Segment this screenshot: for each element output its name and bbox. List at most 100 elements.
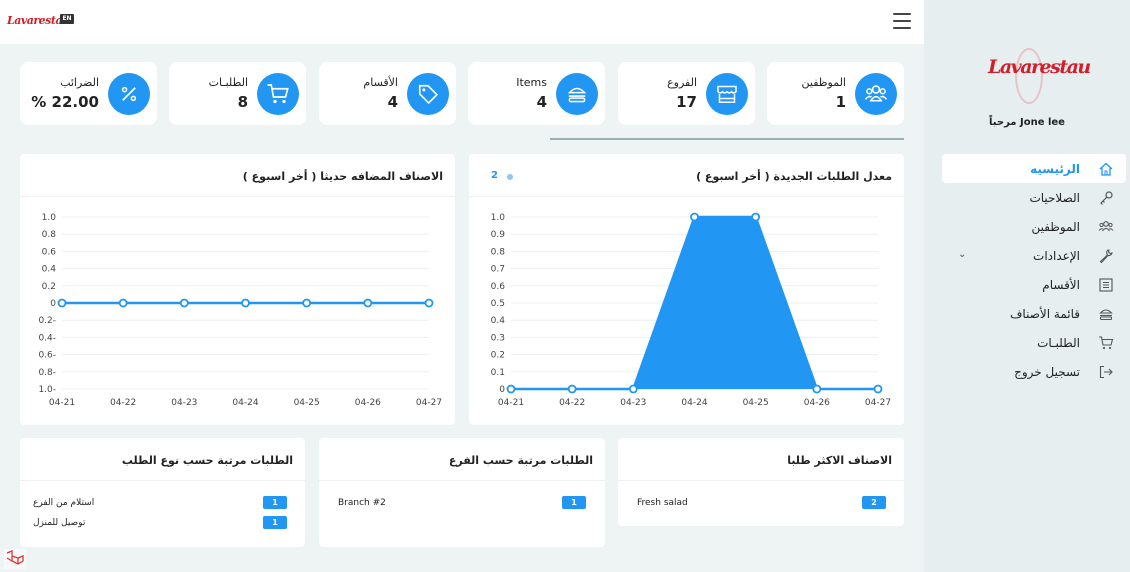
data-point[interactable]: [567, 384, 577, 394]
divider: [550, 138, 904, 140]
y-tick-label: 0: [499, 385, 505, 395]
y-tick-label: 0.7: [491, 265, 505, 275]
data-point[interactable]: [363, 298, 373, 308]
y-tick-label: 0: [50, 299, 56, 309]
data-point[interactable]: [302, 298, 312, 308]
y-tick-label: 0.4: [42, 265, 57, 275]
stat-value: 17: [676, 93, 697, 111]
language-switch[interactable]: EN: [60, 14, 74, 24]
sidebar-item-permissions[interactable]: الصلاحيات: [942, 183, 1126, 212]
data-point[interactable]: [812, 384, 822, 394]
sidebar-logo[interactable]: Lavarestau: [988, 44, 1091, 114]
order-type-name: استلام من الفرع: [33, 498, 95, 508]
data-point[interactable]: [751, 212, 761, 222]
stat-label: الفروع: [667, 76, 697, 89]
list-icon: [1099, 278, 1113, 292]
x-tick-label: 04-22: [559, 398, 585, 408]
list-title: الطلبات مرتبة حسب الفرع: [448, 454, 593, 467]
header-logo[interactable]: Lavarestau: [7, 14, 70, 27]
sidebar-item-employees[interactable]: الموظفين: [942, 212, 1126, 241]
y-tick-label: 0.2: [42, 282, 56, 292]
sidebar: Lavarestau مرحباً Jone lee الرئيسيه الصل…: [924, 0, 1130, 572]
stat-card-items: Items 4: [468, 62, 605, 125]
sidebar-item-menu-items[interactable]: قائمة الأصناف: [942, 299, 1126, 328]
x-tick-label: 04-21: [498, 398, 524, 408]
y-tick-label: 0.6: [42, 247, 57, 257]
items-chart: 1.0- 0.8- 0.6- 0.4- 0.2- 0 0.2 0.4 0.6 0.8 1.0 04-2…: [38, 213, 442, 408]
sidebar-item-home[interactable]: الرئيسيه: [942, 154, 1126, 183]
stat-card-categories: الأقسام 4: [319, 62, 456, 125]
branch-name: Branch #2: [338, 498, 386, 508]
y-tick-label: 1.0-: [38, 385, 56, 395]
y-tick-label: 0.4-: [38, 333, 56, 343]
top-bar: Lavarestau EN: [0, 0, 924, 44]
x-tick-label: 04-24: [681, 398, 707, 408]
stat-card-taxes: الضرائب % 22.00: [20, 62, 157, 125]
list-item: توصيل للمنزل 1: [20, 516, 305, 532]
list-card-top-items: الاصناف الاكثر طلبا Fresh salad 2: [618, 438, 904, 526]
stat-card-branches: الفروع 17: [618, 62, 755, 125]
chart-card-new-items: الاصناف المضافه حديثا ( أخر اسبوع ) 1.0-…: [20, 154, 455, 425]
x-tick-label: 04-26: [804, 398, 830, 408]
y-tick-label: 0.8: [42, 230, 57, 240]
cart-icon: [1099, 336, 1114, 350]
legend-value: 2: [491, 170, 498, 181]
chart-title: الاصناف المضافه حديثا ( أخر اسبوع ): [242, 170, 443, 183]
key-icon: [1100, 191, 1113, 205]
stat-label: الأقسام: [363, 76, 398, 89]
logout-icon: [1099, 365, 1113, 379]
chevron-down-icon: ⌄: [958, 249, 967, 260]
item-name: Fresh salad: [637, 498, 688, 508]
x-tick-label: 04-22: [110, 398, 136, 408]
y-tick-label: 0.2: [491, 351, 505, 361]
hamburger-icon: [893, 13, 911, 15]
x-tick-label: 04-24: [232, 398, 258, 408]
x-tick-label: 04-27: [865, 398, 891, 408]
sidebar-item-orders[interactable]: الطلبـات: [942, 328, 1126, 357]
x-tick-label: 04-23: [171, 398, 197, 408]
data-point[interactable]: [241, 298, 250, 308]
users-icon: [864, 85, 888, 102]
data-point[interactable]: [506, 384, 516, 394]
legend-marker[interactable]: [507, 174, 513, 180]
sidebar-menu: الرئيسيه الصلاحيات الموظفين ⌄ الإعدادات …: [942, 154, 1126, 386]
y-tick-label: 1.0: [42, 213, 57, 223]
data-point[interactable]: [424, 298, 434, 308]
x-tick-label: 04-26: [355, 398, 381, 408]
chart-card-new-orders: معدل الطلبات الجديدة ( أخر اسبوع ) 2 0 0.…: [469, 154, 904, 425]
y-tick-label: 0.8: [491, 247, 506, 257]
data-point[interactable]: [873, 384, 883, 394]
sidebar-item-categories[interactable]: الأقسام: [942, 270, 1126, 299]
data-point[interactable]: [690, 212, 699, 222]
stat-label: الموظفين: [801, 76, 846, 89]
laravel-icon: [4, 549, 26, 569]
chart-title: معدل الطلبات الجديدة ( أخر اسبوع ): [696, 170, 892, 183]
user-greeting: مرحباً Jone lee: [989, 117, 1065, 128]
stat-value: 4: [536, 93, 547, 111]
data-point[interactable]: [57, 298, 67, 308]
data-point[interactable]: [118, 298, 128, 308]
stat-value: % 22.00: [31, 93, 99, 111]
stat-label: Items: [516, 76, 547, 89]
stat-card-orders: الطلبـات 8: [169, 62, 306, 125]
area-fill: [511, 217, 878, 389]
y-tick-label: 0.8-: [38, 368, 56, 378]
count-badge: 1: [263, 516, 287, 529]
orders-chart: 0 0.1 0.2 0.3 0.4 0.5 0.6 0.7 0.8 0.9 1.0 04-21 04-2…: [491, 212, 891, 408]
wrench-icon: [1099, 249, 1113, 264]
y-tick-label: 0.4: [491, 316, 506, 326]
sidebar-item-logout[interactable]: تسجيل خروج: [942, 357, 1126, 386]
count-badge: 1: [562, 496, 586, 509]
stat-label: الطلبـات: [208, 76, 248, 89]
sidebar-item-settings[interactable]: ⌄ الإعدادات: [942, 241, 1126, 270]
stat-label: الضرائب: [60, 76, 99, 89]
x-tick-label: 04-25: [743, 398, 769, 408]
menu-toggle-button[interactable]: [893, 13, 911, 29]
x-tick-label: 04-21: [49, 398, 75, 408]
y-tick-label: 0.6: [491, 282, 506, 292]
data-point[interactable]: [179, 298, 189, 308]
y-tick-label: 0.2-: [38, 316, 56, 326]
data-point[interactable]: [628, 384, 638, 394]
x-tick-label: 04-23: [620, 398, 646, 408]
order-type-name: توصيل للمنزل: [33, 518, 86, 528]
